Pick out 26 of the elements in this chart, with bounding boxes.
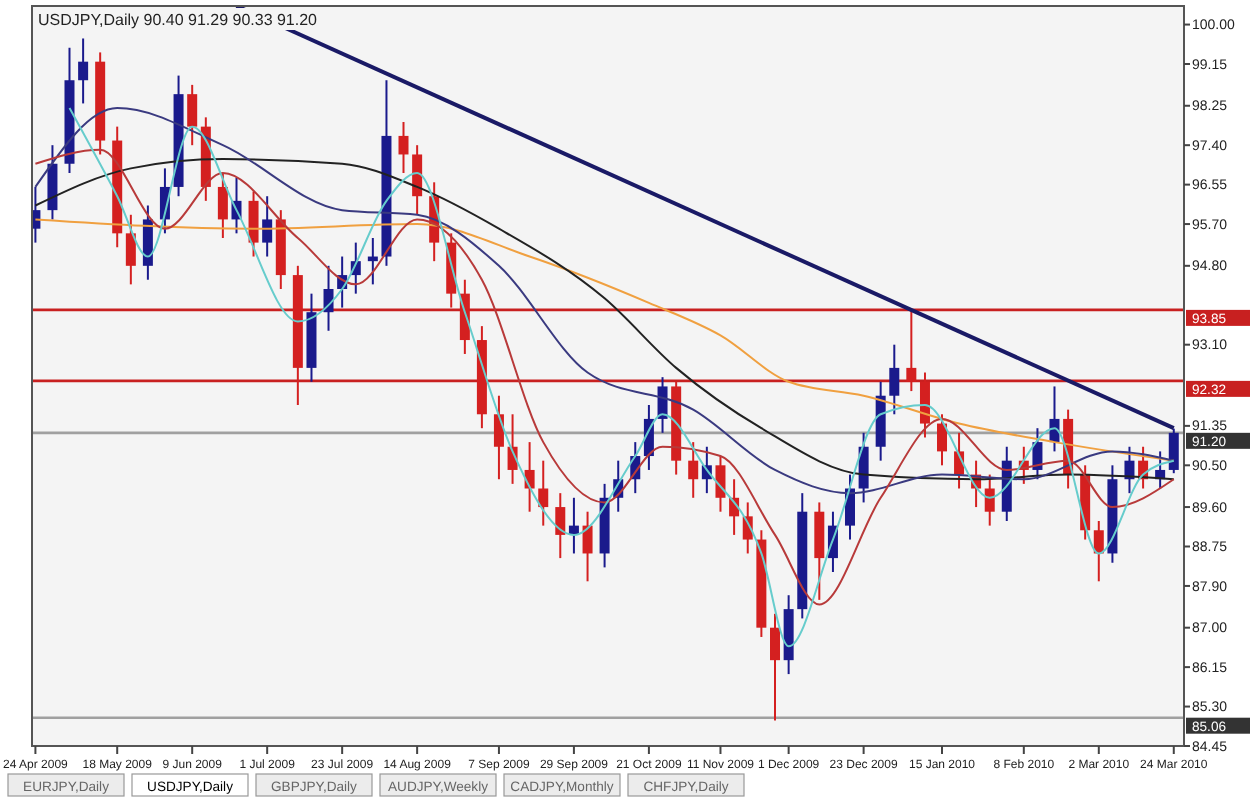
candlestick xyxy=(889,343,900,416)
candlestick xyxy=(262,195,273,258)
candlestick xyxy=(688,441,699,499)
candlestick xyxy=(412,144,423,216)
candlestick xyxy=(858,431,869,504)
candlestick xyxy=(770,612,781,722)
candlestick xyxy=(125,213,136,286)
candlestick xyxy=(187,83,198,147)
candlestick xyxy=(217,172,228,239)
candlestick xyxy=(538,459,549,527)
candlestick xyxy=(555,492,566,560)
candlestick xyxy=(715,455,726,513)
candlestick xyxy=(142,204,153,281)
candlestick xyxy=(937,413,948,467)
candlestick xyxy=(1168,427,1179,475)
candlestick xyxy=(493,394,504,481)
candlestick xyxy=(398,120,409,175)
candlestick xyxy=(814,501,825,601)
candlestick xyxy=(582,510,593,583)
candlestick xyxy=(78,37,89,105)
candlestick xyxy=(1093,519,1104,583)
candlestick xyxy=(47,144,58,221)
candlestick xyxy=(248,190,259,258)
chart-title: USDJPY,Daily 90.40 91.29 90.33 91.20 xyxy=(38,11,319,29)
line-series xyxy=(34,148,1175,606)
candlestick xyxy=(984,473,995,527)
